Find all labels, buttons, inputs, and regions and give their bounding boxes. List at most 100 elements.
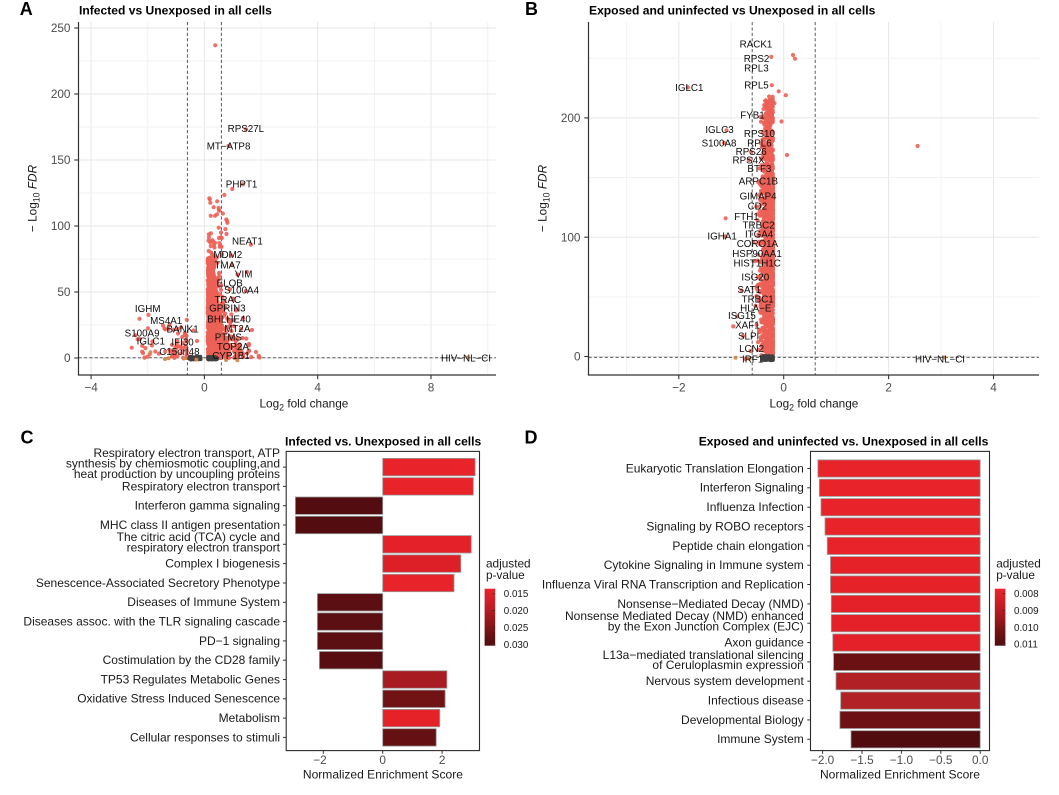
svg-text:IFI30: IFI30: [171, 338, 194, 349]
svg-text:0.015: 0.015: [504, 589, 529, 600]
svg-text:TP53 Regulates Metabolic Genes: TP53 Regulates Metabolic Genes: [101, 672, 280, 686]
svg-text:FTH1: FTH1: [734, 212, 759, 223]
svg-text:Normalized Enrichment Score: Normalized Enrichment Score: [820, 767, 980, 781]
svg-text:− Log10 FDR: − Log10 FDR: [26, 164, 42, 232]
svg-text:Respiratory electron transport: Respiratory electron transport, ATP: [93, 446, 280, 460]
svg-text:0: 0: [780, 381, 787, 395]
svg-text:XAF1: XAF1: [735, 321, 760, 332]
svg-text:GIMAP4: GIMAP4: [740, 191, 778, 202]
svg-text:HSP90AA1: HSP90AA1: [732, 249, 782, 260]
svg-text:0: 0: [64, 351, 71, 365]
svg-text:RPS2: RPS2: [744, 54, 770, 65]
svg-text:HIV−NL−CI: HIV−NL−CI: [441, 354, 491, 365]
svg-text:0.0: 0.0: [972, 753, 989, 767]
svg-text:NEAT1: NEAT1: [232, 237, 263, 248]
svg-text:Metabolism: Metabolism: [219, 711, 280, 725]
svg-text:4: 4: [990, 381, 997, 395]
svg-text:p-value: p-value: [996, 568, 1035, 582]
svg-text:Interferon Signaling: Interferon Signaling: [700, 481, 804, 495]
svg-text:Influenza Viral RNA Transcript: Influenza Viral RNA Transcription and Re…: [542, 577, 804, 591]
svg-text:TOP2A: TOP2A: [217, 342, 249, 353]
svg-text:S100A9: S100A9: [125, 329, 160, 340]
svg-text:2: 2: [439, 753, 446, 767]
svg-text:Oxidative Stress Induced Senes: Oxidative Stress Induced Senescence: [77, 692, 280, 706]
svg-text:adjusted: adjusted: [486, 556, 531, 570]
svg-text:Respiratory electron transport: Respiratory electron transport: [122, 479, 281, 493]
svg-text:0.009: 0.009: [1014, 606, 1039, 617]
svg-text:MT−ATP8: MT−ATP8: [207, 142, 251, 153]
svg-text:BTF3: BTF3: [747, 164, 772, 175]
svg-text:Developmental Biology: Developmental Biology: [681, 713, 804, 727]
svg-text:50: 50: [57, 285, 71, 299]
svg-text:RPS27L: RPS27L: [228, 124, 265, 135]
svg-text:IGLC3: IGLC3: [705, 125, 734, 136]
svg-text:BHLHE40: BHLHE40: [207, 315, 251, 326]
svg-text:−1.5: −1.5: [850, 753, 874, 767]
svg-text:RPL5: RPL5: [744, 81, 769, 92]
svg-text:MT2A: MT2A: [224, 324, 251, 335]
svg-text:Cytokine Signaling in Immune s: Cytokine Signaling in Immune system: [604, 558, 804, 572]
svg-text:0.025: 0.025: [504, 623, 529, 634]
svg-text:0: 0: [574, 350, 581, 364]
svg-text:Cellular responses to stimuli: Cellular responses to stimuli: [130, 730, 280, 744]
svg-text:by the Exon Junction Complex (: by the Exon Junction Complex (EJC): [608, 620, 804, 634]
svg-text:8: 8: [428, 381, 435, 395]
svg-text:ISG20: ISG20: [741, 272, 769, 283]
svg-text:PD−1 signaling: PD−1 signaling: [199, 634, 280, 648]
svg-text:−2: −2: [672, 381, 685, 395]
svg-text:S100A4: S100A4: [224, 286, 259, 297]
svg-text:Peptide chain elongation: Peptide chain elongation: [672, 539, 803, 553]
svg-text:Nonsense−Mediated Decay (NMD): Nonsense−Mediated Decay (NMD): [617, 597, 803, 611]
svg-text:HLA−E: HLA−E: [740, 304, 772, 315]
svg-text:200: 200: [51, 87, 71, 101]
svg-text:RPS4X: RPS4X: [733, 155, 766, 166]
svg-text:HIV−NL−CI: HIV−NL−CI: [915, 354, 965, 365]
svg-text:Exposed and uninfected vs. Une: Exposed and uninfected vs. Unexposed in …: [699, 434, 989, 448]
svg-text:adjusted: adjusted: [996, 556, 1041, 570]
svg-text:2: 2: [885, 381, 892, 395]
svg-text:respiratory electron transport: respiratory electron transport: [127, 541, 281, 555]
svg-text:0.008: 0.008: [1014, 589, 1039, 600]
svg-text:LCN2: LCN2: [739, 344, 764, 355]
svg-text:RPS10: RPS10: [744, 129, 776, 140]
svg-text:Log2 fold change: Log2 fold change: [769, 397, 858, 413]
svg-text:RACK1: RACK1: [740, 40, 773, 51]
svg-text:Eukaryotic Translation Elongat: Eukaryotic Translation Elongation: [626, 461, 804, 475]
svg-text:Complex I biogenesis: Complex I biogenesis: [165, 557, 280, 571]
svg-text:− Log10 FDR: − Log10 FDR: [536, 164, 552, 232]
svg-text:Diseases assoc. with the TLR s: Diseases assoc. with the TLR signaling c…: [23, 615, 280, 629]
svg-text:PHPT1: PHPT1: [226, 179, 258, 190]
svg-text:IGHM: IGHM: [135, 304, 161, 315]
svg-text:TMA7: TMA7: [215, 261, 241, 272]
svg-text:VIM: VIM: [235, 270, 252, 281]
svg-text:0.030: 0.030: [504, 640, 529, 651]
svg-text:200: 200: [561, 111, 581, 125]
svg-text:IGLC1: IGLC1: [137, 337, 165, 348]
svg-text:IGLC1: IGLC1: [675, 83, 703, 94]
svg-text:0.020: 0.020: [504, 606, 529, 617]
svg-text:TRBC2: TRBC2: [743, 221, 775, 232]
svg-text:0: 0: [201, 381, 208, 395]
svg-text:ISG15: ISG15: [728, 311, 756, 322]
svg-text:−2: −2: [313, 753, 326, 767]
svg-text:GPRIN3: GPRIN3: [209, 303, 246, 314]
svg-text:Nonsense Mediated Decay (NMD): Nonsense Mediated Decay (NMD) enhanced: [565, 609, 804, 623]
svg-text:Senescence-Associated Secretor: Senescence-Associated Secretory Phenotyp…: [36, 576, 280, 590]
svg-text:IGHA1: IGHA1: [707, 232, 736, 243]
svg-text:Costimulation by the CD28 fami: Costimulation by the CD28 family: [103, 653, 280, 667]
svg-text:Normalized Enrichment Score: Normalized Enrichment Score: [303, 767, 463, 781]
svg-text:C15orf48: C15orf48: [159, 347, 200, 358]
svg-text:C: C: [21, 428, 34, 448]
svg-text:D: D: [525, 428, 538, 448]
svg-text:Immune System: Immune System: [717, 732, 804, 746]
svg-text:0.011: 0.011: [1014, 640, 1038, 651]
svg-text:S100A8: S100A8: [702, 138, 737, 149]
svg-text:TRBC1: TRBC1: [742, 295, 774, 306]
svg-text:Interferon gamma signaling: Interferon gamma signaling: [135, 499, 280, 513]
svg-text:100: 100: [561, 230, 581, 244]
svg-text:CORO1A: CORO1A: [737, 239, 779, 250]
svg-text:PTMS: PTMS: [215, 332, 243, 343]
svg-text:The citric acid (TCA) cycle an: The citric acid (TCA) cycle and: [117, 530, 280, 544]
svg-text:of Ceruloplasmin expression: of Ceruloplasmin expression: [652, 658, 803, 672]
svg-text:Axon guidance: Axon guidance: [724, 636, 804, 650]
